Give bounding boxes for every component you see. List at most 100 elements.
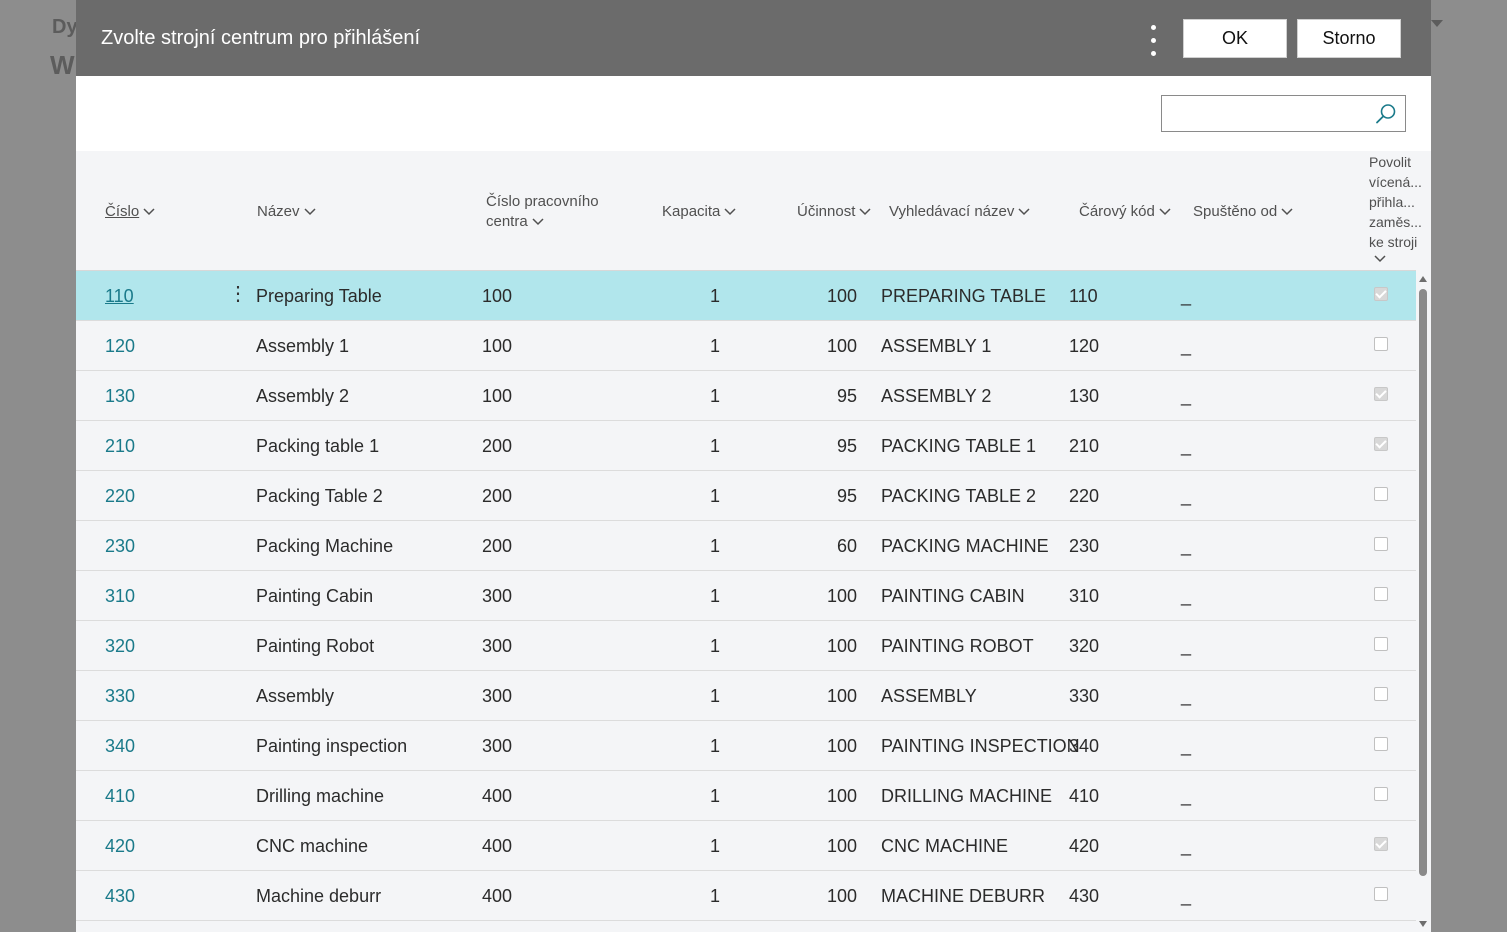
efficiency-cell: 100 xyxy=(826,886,857,906)
work-center-no-link[interactable]: 130 xyxy=(105,386,136,406)
work-center-no-link[interactable]: 340 xyxy=(105,736,136,756)
barcode-cell: 430 xyxy=(1069,886,1100,906)
allow-multi-login-checkbox[interactable] xyxy=(1374,787,1388,801)
work-center-no-link[interactable]: 230 xyxy=(105,536,136,556)
allow-multi-login-checkbox[interactable] xyxy=(1374,487,1388,501)
search-input[interactable] xyxy=(1168,102,1372,126)
work-center-cell: 300 xyxy=(482,686,513,706)
search-name-cell: PACKING MACHINE xyxy=(881,536,1049,556)
efficiency-cell: 100 xyxy=(826,686,857,706)
column-header-name[interactable]: Název xyxy=(257,202,316,222)
work-center-no-link[interactable]: 220 xyxy=(105,486,136,506)
efficiency-cell: 100 xyxy=(826,336,857,356)
chevron-down-icon xyxy=(143,208,155,216)
capacity-cell: 1 xyxy=(709,386,720,406)
table-row[interactable]: 420 CNC machine 400 1 100 CNC MACHINE 420 _ xyxy=(76,821,1416,871)
work-center-cell: 100 xyxy=(482,386,513,406)
column-header-no[interactable]: Číslo xyxy=(105,202,155,222)
capacity-cell: 1 xyxy=(709,736,720,756)
efficiency-cell: 100 xyxy=(826,736,857,756)
efficiency-cell: 100 xyxy=(826,286,857,306)
dialog-title: Zvolte strojní centrum pro přihlášení xyxy=(101,27,421,49)
started-from-cell: _ xyxy=(1181,636,1192,656)
table-row[interactable]: 220 Packing Table 2 200 1 95 PACKING TABLE 2 2… xyxy=(76,471,1416,521)
work-center-cell: 100 xyxy=(482,336,513,356)
barcode-cell: 230 xyxy=(1069,536,1100,556)
allow-multi-login-checkbox[interactable] xyxy=(1374,837,1388,851)
allow-multi-login-checkbox[interactable] xyxy=(1374,337,1388,351)
table-row[interactable]: 110 ⋮ Preparing Table 100 1 100 PREPARING TABL… xyxy=(76,271,1416,321)
table-row[interactable]: 330 Assembly 300 1 100 ASSEMBLY 330 _ xyxy=(76,671,1416,721)
name-cell: Assembly 1 xyxy=(256,336,350,356)
work-center-cell: 400 xyxy=(482,886,513,906)
allow-multi-login-checkbox[interactable] xyxy=(1374,687,1388,701)
work-center-no-link[interactable]: 430 xyxy=(105,886,136,906)
column-header-search-name[interactable]: Vyhledávací název xyxy=(889,202,1030,222)
started-from-cell: _ xyxy=(1181,786,1192,806)
search-name-cell: CNC MACHINE xyxy=(881,836,1009,856)
scroll-up-icon[interactable] xyxy=(1419,276,1427,282)
chevron-down-icon xyxy=(304,208,316,216)
table-row[interactable]: 430 Machine deburr 400 1 100 MACHINE DEBURR 43… xyxy=(76,871,1416,921)
started-from-cell: _ xyxy=(1181,736,1192,756)
dialog-header: Zvolte strojní centrum pro přihlášení OK… xyxy=(76,0,1431,76)
search-name-cell: PREPARING TABLE xyxy=(881,286,1047,306)
scroll-down-icon[interactable] xyxy=(1419,921,1427,927)
work-center-no-link[interactable]: 120 xyxy=(105,336,136,356)
work-center-no-link[interactable]: 330 xyxy=(105,686,136,706)
barcode-cell: 340 xyxy=(1069,736,1100,756)
table-row[interactable]: 130 Assembly 2 100 1 95 ASSEMBLY 2 130 _ xyxy=(76,371,1416,421)
allow-multi-login-checkbox[interactable] xyxy=(1374,737,1388,751)
more-options-icon[interactable] xyxy=(1143,20,1163,60)
efficiency-cell: 95 xyxy=(836,486,857,506)
work-center-cell: 300 xyxy=(482,586,513,606)
search-box[interactable] xyxy=(1161,95,1406,132)
background-page-title: W xyxy=(50,50,75,80)
column-header-barcode[interactable]: Čárový kód xyxy=(1079,202,1171,222)
table-row[interactable]: 210 Packing table 1 200 1 95 PACKING TABLE 1 2… xyxy=(76,421,1416,471)
column-header-efficiency[interactable]: Účinnost xyxy=(797,202,871,222)
work-center-no-link[interactable]: 110 xyxy=(105,286,134,306)
allow-multi-login-checkbox[interactable] xyxy=(1374,287,1388,301)
allow-multi-login-checkbox[interactable] xyxy=(1374,637,1388,651)
table-row[interactable]: 310 Painting Cabin 300 1 100 PAINTING CABIN 31… xyxy=(76,571,1416,621)
work-center-no-link[interactable]: 210 xyxy=(105,436,136,456)
work-center-no-link[interactable]: 320 xyxy=(105,636,136,656)
allow-multi-login-checkbox[interactable] xyxy=(1374,387,1388,401)
efficiency-cell: 100 xyxy=(826,786,857,806)
cancel-button[interactable]: Storno xyxy=(1297,19,1401,58)
work-center-no-link[interactable]: 420 xyxy=(105,836,136,856)
search-name-cell: ASSEMBLY 2 xyxy=(881,386,992,406)
capacity-cell: 1 xyxy=(709,836,720,856)
table-row[interactable]: 410 Drilling machine 400 1 100 DRILLING MACHI… xyxy=(76,771,1416,821)
column-header-allow-multi-login[interactable]: Povolit vícená... přihla... zaměs... ke … xyxy=(1369,152,1422,263)
barcode-cell: 410 xyxy=(1069,786,1100,806)
name-cell: Packing table 1 xyxy=(256,436,380,456)
table-row[interactable]: 120 Assembly 1 100 1 100 ASSEMBLY 1 120 _ xyxy=(76,321,1416,371)
column-header-capacity[interactable]: Kapacita xyxy=(662,202,736,222)
work-center-cell: 400 xyxy=(482,836,513,856)
table-row[interactable]: 320 Painting Robot 300 1 100 PAINTING ROBOT 32… xyxy=(76,621,1416,671)
work-center-cell: 200 xyxy=(482,436,513,456)
table-row[interactable]: 230 Packing Machine 200 1 60 PACKING MACHINE 2… xyxy=(76,521,1416,571)
efficiency-cell: 95 xyxy=(836,386,857,406)
ok-button[interactable]: OK xyxy=(1183,19,1287,58)
capacity-cell: 1 xyxy=(709,436,720,456)
allow-multi-login-checkbox[interactable] xyxy=(1374,887,1388,901)
work-center-cell: 200 xyxy=(482,536,513,556)
allow-multi-login-checkbox[interactable] xyxy=(1374,437,1388,451)
column-header-work-center-no[interactable]: Číslo pracovního centra xyxy=(486,193,599,230)
allow-multi-login-checkbox[interactable] xyxy=(1374,537,1388,551)
vertical-scrollbar[interactable] xyxy=(1416,271,1431,932)
table-row[interactable]: 340 Painting inspection 300 1 100 PAINTING IN… xyxy=(76,721,1416,771)
work-center-no-link[interactable]: 310 xyxy=(105,586,136,606)
search-name-cell: PAINTING ROBOT xyxy=(881,636,1034,656)
row-actions-icon[interactable]: ⋮ xyxy=(228,283,248,305)
work-center-no-link[interactable]: 410 xyxy=(105,786,136,806)
search-name-cell: DRILLING MACHINE xyxy=(881,786,1053,806)
search-icon[interactable] xyxy=(1375,103,1397,125)
barcode-cell: 320 xyxy=(1069,636,1100,656)
scroll-thumb[interactable] xyxy=(1419,289,1427,876)
allow-multi-login-checkbox[interactable] xyxy=(1374,587,1388,601)
column-header-started-from[interactable]: Spuštěno od xyxy=(1193,202,1293,222)
